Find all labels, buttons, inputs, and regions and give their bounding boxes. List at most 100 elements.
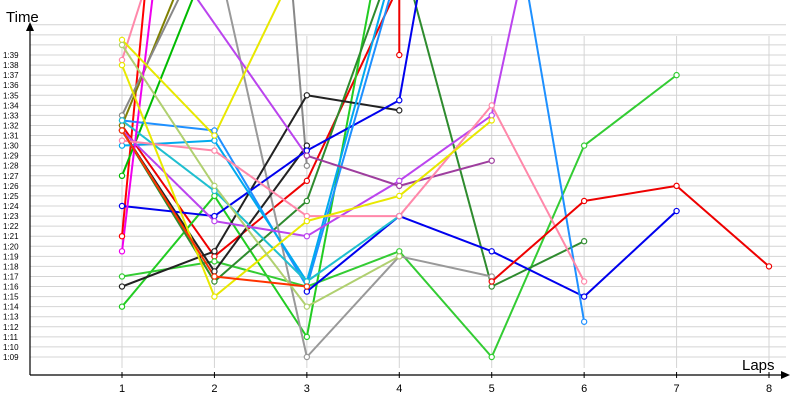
series-point-19-1 (118, 117, 126, 124)
series-line-25 (121, 104, 586, 282)
y-tick-label: 1:24 (3, 202, 19, 211)
series-point-14-1 (118, 202, 126, 210)
series-line-28 (121, 44, 400, 308)
series-point-12-4 (396, 107, 403, 114)
y-axis-ticks: 1:091:101:111:121:131:141:151:16 1:171:18… (3, 51, 19, 362)
x-tick-label: 3 (304, 383, 310, 395)
series-point-11-2 (303, 162, 311, 169)
series-point-10-2 (303, 353, 311, 361)
x-tick-label: 2 (211, 383, 217, 395)
series-point-9-1 (118, 112, 126, 119)
y-tick-label: 1:30 (3, 142, 19, 151)
series-point-19-3 (303, 278, 311, 285)
y-tick-label: 1:37 (3, 71, 19, 80)
series-point-24-1 (118, 56, 126, 64)
y-tick-label: 1:11 (3, 333, 19, 342)
series-point-29-2 (211, 273, 218, 280)
series-point-15-3 (488, 248, 495, 255)
x-tick-label: 8 (766, 383, 772, 395)
series-point-23-2 (396, 182, 403, 190)
y-tick-label: 1:28 (3, 162, 19, 171)
series-point-3-1 (118, 172, 126, 179)
series-point-21-5 (488, 112, 495, 119)
series-point-28-1 (118, 41, 126, 49)
y-tick-label: 1:25 (3, 192, 19, 201)
series-point-7-2 (488, 283, 495, 290)
series-point-27-5 (488, 117, 495, 124)
series-point-29-3 (303, 283, 311, 290)
y-tick-label: 1:14 (3, 303, 19, 312)
series-point-12-1 (118, 283, 126, 290)
y-tick-label: 1:09 (3, 353, 19, 362)
x-axis-title: Laps (742, 357, 775, 374)
x-tick-label: 1 (119, 383, 125, 395)
y-tick-label: 1:34 (3, 101, 19, 110)
series-point-26-2 (211, 132, 218, 139)
y-tick-label: 1:27 (3, 172, 19, 181)
y-tick-label: 1:13 (3, 313, 19, 322)
series-point-6-3 (303, 197, 311, 205)
series-point-27-3 (303, 217, 311, 225)
series-line-18 (121, 0, 386, 283)
y-tick-label: 1:16 (3, 283, 19, 292)
series-point-25-4 (396, 212, 403, 220)
x-axis-arrow-icon (781, 371, 790, 379)
y-tick-label: 1:33 (3, 111, 19, 120)
series-line-19 (121, 119, 400, 283)
y-tick-label: 1:35 (3, 91, 19, 100)
y-tick-label: 1:22 (3, 222, 19, 231)
series-points (118, 36, 773, 361)
series-point-15-4 (580, 293, 588, 300)
series-point-13-3 (303, 142, 311, 149)
series-point-5-2 (211, 258, 218, 265)
series-point-28-3 (303, 303, 311, 310)
series-line-16 (121, 0, 391, 288)
series-point-30-2 (580, 197, 588, 205)
series-point-18-1 (118, 142, 126, 149)
y-axis-arrow-icon (26, 22, 34, 31)
series-point-30-1 (488, 278, 495, 285)
series-point-28-2 (211, 182, 218, 190)
series-point-21-2 (211, 217, 218, 225)
series-point-7-3 (580, 238, 588, 245)
series-point-15-1 (303, 288, 311, 295)
y-tick-label: 1:29 (3, 152, 19, 161)
series-line-9 (121, 0, 180, 116)
x-tick-label: 7 (674, 383, 680, 395)
series-line-11 (292, 0, 308, 166)
series-line-10 (225, 0, 492, 358)
series-point-23-1 (303, 152, 311, 159)
y-tick-label: 1:36 (3, 81, 19, 90)
series-line-12 (121, 94, 400, 288)
y-tick-label: 1:17 (3, 272, 19, 281)
series-point-12-3 (303, 92, 311, 99)
series-point-28-4 (396, 253, 403, 260)
x-tick-label: 6 (581, 383, 587, 395)
series-point-23-3 (488, 157, 495, 164)
series-line-3 (121, 0, 194, 177)
y-tick-label: 1:31 (3, 132, 19, 141)
y-tick-label: 1:18 (3, 262, 19, 271)
series-point-4-2 (211, 192, 218, 200)
y-tick-label: 1:15 (3, 293, 19, 302)
x-tick-label: 4 (396, 383, 402, 395)
series-point-30-4 (765, 263, 773, 270)
y-axis-title: Time (6, 9, 39, 26)
series-point-27-2 (211, 293, 218, 300)
series-point-13-2 (211, 268, 218, 275)
series-point-26-1 (118, 36, 126, 44)
series-point-5-5 (488, 353, 495, 361)
series-point-21-4 (396, 177, 403, 185)
series-point-17-2 (580, 318, 588, 325)
series-point-25-5 (488, 102, 495, 109)
series-lines (121, 0, 770, 358)
y-tick-label: 1:12 (3, 323, 19, 332)
series-line-30 (491, 184, 770, 283)
series-point-25-3 (303, 212, 311, 220)
series-point-18-2 (211, 137, 218, 144)
series-line-22 (196, 0, 308, 157)
x-tick-label: 5 (489, 383, 495, 395)
series-line-4 (121, 0, 372, 338)
y-tick-label: 1:38 (3, 61, 19, 70)
